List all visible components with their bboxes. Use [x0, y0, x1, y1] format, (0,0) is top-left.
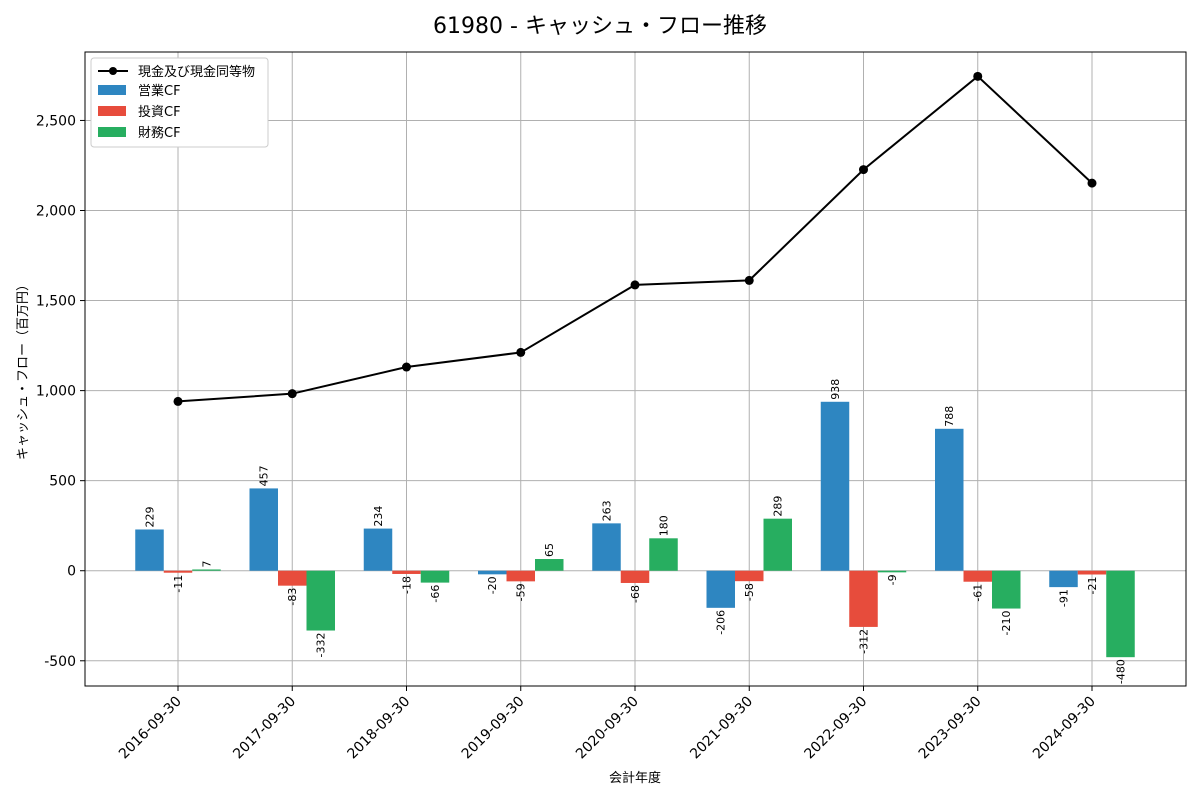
bar-財務CF	[877, 570, 907, 573]
bar-投資CF	[735, 570, 764, 582]
cash-equivalents-point	[630, 280, 640, 290]
bar-value-label: 234	[372, 506, 385, 527]
y-tick-label: 500	[49, 474, 76, 490]
legend-frame	[90, 57, 269, 148]
x-tick-label: 2018-09-30	[344, 694, 413, 763]
x-tick-label: 2017-09-30	[230, 694, 299, 763]
bar-営業CF	[935, 428, 964, 571]
line-layer	[173, 71, 1097, 406]
y-axis-label: キャッシュ・フロー（百万円）	[16, 278, 31, 460]
x-axis-label: 会計年度	[609, 770, 661, 786]
bar-value-label: -18	[401, 576, 414, 594]
bar-value-label: -332	[315, 633, 328, 658]
bar-財務CF	[306, 570, 335, 631]
bar-投資CF	[392, 570, 421, 574]
bar-value-label: 65	[543, 543, 556, 557]
bar-財務CF	[420, 570, 450, 583]
bar-value-label: 457	[258, 465, 271, 486]
bar-営業CF	[820, 401, 850, 571]
bar-value-label: 788	[943, 406, 956, 427]
y-tick-label: 1,000	[36, 384, 76, 400]
cash-equivalents-point	[287, 389, 297, 399]
bar-value-label: 180	[658, 515, 671, 536]
legend-line-marker	[109, 67, 117, 75]
y-tick-label: 0	[67, 564, 76, 580]
bar-value-label: -68	[629, 585, 642, 603]
x-tick-label: 2021-09-30	[687, 694, 756, 763]
bar-value-label: -21	[1086, 577, 1099, 595]
cash-equivalents-point	[402, 362, 411, 372]
cash-equivalents-point	[173, 396, 183, 406]
bar-value-label: -20	[486, 576, 499, 594]
x-tick-label: 2023-09-30	[916, 694, 985, 763]
bar-営業CF	[592, 523, 621, 571]
bar-投資CF	[506, 570, 535, 582]
legend-swatch-investing	[98, 106, 126, 116]
bar-value-label: 7	[201, 560, 214, 567]
cash-equivalents-point	[516, 347, 526, 357]
bar-value-label: -480	[1115, 659, 1128, 684]
legend-label-operating: 営業CF	[138, 83, 181, 99]
bar-財務CF	[192, 569, 221, 571]
bar-投資CF	[963, 570, 992, 582]
y-tick-label: 2,500	[36, 113, 76, 129]
bar-財務CF	[649, 538, 678, 571]
bar-value-label: -59	[515, 583, 528, 601]
bar-投資CF	[620, 570, 650, 583]
bar-営業CF	[706, 570, 735, 608]
bar-value-label: 289	[772, 496, 785, 517]
y-tick-label: -500	[44, 654, 76, 670]
bar-財務CF	[1106, 570, 1135, 658]
bar-投資CF	[278, 570, 307, 586]
bar-営業CF	[249, 488, 278, 571]
x-tick-label: 2019-09-30	[459, 694, 528, 763]
bar-営業CF	[135, 529, 164, 571]
x-tick-label: 2020-09-30	[573, 694, 642, 763]
x-tick-label: 2024-09-30	[1030, 694, 1099, 763]
legend-label-financing: 財務CF	[138, 126, 181, 141]
bar-value-label: -210	[1000, 611, 1013, 636]
bar-value-label: -206	[715, 610, 728, 635]
bar-投資CF	[849, 570, 878, 627]
chart-title: 61980 - キャッシュ・フロー推移	[433, 14, 767, 39]
legend: 現金及び現金同等物 営業CF 投資CF 財務CF	[90, 57, 269, 148]
bar-投資CF	[1077, 570, 1107, 575]
legend-label-investing: 投資CF	[138, 104, 181, 120]
x-tick-label: 2022-09-30	[801, 694, 870, 763]
bar-投資CF	[163, 570, 193, 573]
bar-labels-layer: 229 457 234 -20 263 -206 938 788 -91 -11 -83 -18 -59…	[144, 379, 1128, 684]
bar-財務CF	[992, 570, 1021, 609]
bars-layer	[135, 401, 1135, 658]
bar-value-label: -91	[1058, 589, 1071, 607]
bar-value-label: -58	[743, 583, 756, 601]
bar-value-label: -312	[858, 629, 871, 654]
cash-equivalents-point	[1087, 178, 1097, 188]
bar-value-label: -11	[172, 575, 185, 593]
bar-value-label: 263	[601, 500, 614, 521]
cash-equivalents-point	[744, 275, 754, 285]
bar-value-label: -83	[286, 588, 299, 606]
bar-value-label: 938	[829, 379, 842, 400]
bar-営業CF	[363, 528, 393, 571]
bar-value-label: 229	[144, 506, 157, 527]
bar-財務CF	[535, 559, 564, 571]
bar-財務CF	[763, 518, 792, 571]
y-tick-label: 1,500	[36, 294, 76, 310]
x-tick-label: 2016-09-30	[116, 694, 185, 763]
bar-営業CF	[1049, 570, 1078, 588]
bar-value-label: -9	[886, 574, 899, 585]
bar-value-label: -61	[972, 584, 985, 602]
bar-営業CF	[478, 570, 507, 575]
cash-equivalents-point	[859, 165, 868, 175]
legend-label-cash: 現金及び現金同等物	[138, 64, 255, 80]
y-tick-label: 2,000	[36, 204, 76, 220]
legend-swatch-financing	[98, 127, 126, 137]
bar-value-label: -66	[429, 585, 442, 603]
legend-swatch-operating	[98, 85, 126, 95]
cash-equivalents-point	[973, 71, 983, 81]
